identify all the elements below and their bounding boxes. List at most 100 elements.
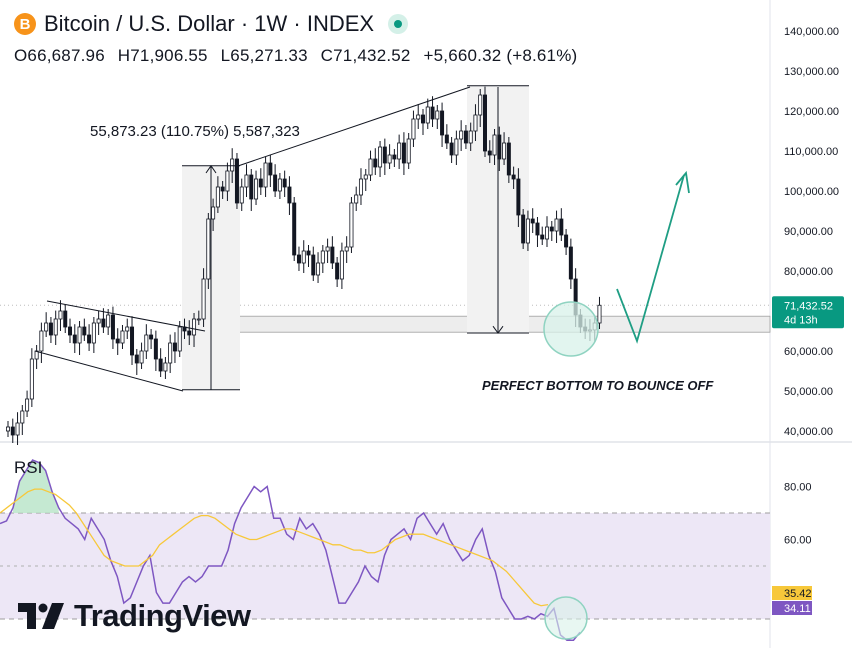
candle-body (525, 218, 530, 244)
candle-body (120, 330, 125, 344)
candle-body (20, 410, 25, 424)
last-price-badge (772, 296, 844, 329)
candle-body (44, 322, 49, 332)
market-status-icon[interactable] (388, 14, 409, 34)
rsi-line (0, 459, 581, 641)
candle-body (382, 146, 387, 164)
descending-channel-top (46, 300, 206, 332)
candle-body (106, 314, 111, 328)
candle-body (397, 142, 402, 160)
candle-body (82, 326, 87, 336)
candle-body (444, 134, 449, 144)
rsi-highlight-circle (544, 596, 588, 640)
bitcoin-icon: B (14, 13, 36, 35)
candle-body (10, 426, 15, 436)
candle-body (430, 106, 435, 120)
ascending-trendline (234, 86, 471, 168)
candle-body (296, 254, 301, 264)
candle-body (535, 222, 540, 236)
price-tick-label: 130,000.00 (784, 66, 839, 78)
candle-body (454, 138, 459, 156)
candle-body (358, 178, 363, 196)
candle-body (463, 130, 468, 144)
countdown-label: 4d 13h (784, 314, 818, 326)
candle-body (58, 310, 63, 320)
candle-body (158, 358, 163, 372)
measure-arrowhead-up (205, 164, 217, 174)
last-price-label: 71,432.52 (784, 300, 833, 312)
candle-body (564, 234, 569, 248)
candle-body (387, 154, 392, 164)
candle-body (39, 330, 44, 352)
candle-body (172, 342, 177, 352)
candle-body (482, 94, 487, 152)
candle-body (230, 158, 235, 172)
ohlc-low: L65,271.33 (220, 46, 308, 65)
price-tick-label: 90,000.00 (784, 226, 833, 238)
price-tick-label: 100,000.00 (784, 186, 839, 198)
rsi-tick-label: 80.00 (784, 482, 812, 494)
candle-body (225, 170, 230, 192)
candle-body (149, 334, 154, 340)
candle-body (406, 138, 411, 164)
rsi-ma-line (0, 488, 549, 607)
candle-body (91, 322, 96, 344)
candle-body (459, 130, 464, 140)
ohlc-open: O66,687.96 (14, 46, 105, 65)
chart-title[interactable]: Bitcoin / U.S. Dollar · 1W · INDEX (44, 11, 375, 36)
ohlc-high: H71,906.55 (117, 46, 208, 65)
candle-body (545, 226, 550, 240)
candle-body (511, 174, 516, 180)
candle-body (292, 202, 297, 256)
candle-body (373, 158, 378, 168)
rsi-pane-label[interactable]: RSI (14, 458, 43, 477)
price-tick-label: 60,000.00 (784, 346, 833, 358)
candle-body (234, 158, 239, 204)
candle-body (192, 318, 197, 336)
rsi-badge-label: 34.11 (784, 603, 811, 615)
candle-body (597, 304, 602, 324)
price-axis: 40,000.0050,000.0060,000.0070,000.0080,0… (772, 26, 844, 438)
price-tick-label: 40,000.00 (784, 426, 833, 438)
chart-title-row: B Bitcoin / U.S. Dollar · 1W · INDEX (14, 11, 409, 37)
candle-body (77, 326, 82, 344)
candle-body (559, 218, 564, 236)
candle-body (392, 154, 397, 160)
rsi-badge (772, 601, 812, 615)
candle-body (416, 114, 421, 120)
candle-body (125, 326, 130, 332)
candle-body (273, 174, 278, 192)
price-tick-label: 120,000.00 (784, 106, 839, 118)
candle-body (468, 130, 473, 144)
candle-body (115, 338, 120, 344)
candle-body (320, 250, 325, 264)
candle-body (63, 310, 68, 328)
candle-body (568, 246, 573, 280)
candle-body (473, 114, 478, 132)
rsi-ma-badge (772, 586, 812, 600)
candle-body (168, 342, 173, 364)
candle-body (354, 194, 359, 204)
candle-body (130, 326, 135, 356)
candle-body (153, 338, 158, 360)
candle-body (68, 326, 73, 336)
candle-body (96, 318, 101, 324)
candle-body (378, 146, 383, 168)
candle-body (435, 110, 440, 120)
candle-body (110, 314, 115, 340)
candle-body (325, 246, 330, 252)
candle-body (363, 174, 368, 180)
candle-body (139, 350, 144, 364)
candle-body (301, 250, 306, 264)
ohlc-close: C71,432.52 (320, 46, 411, 65)
candle-body (87, 334, 92, 344)
candle-body (521, 214, 526, 244)
candle-body (449, 142, 454, 156)
price-tick-label: 110,000.00 (784, 146, 838, 158)
candle-body (492, 134, 497, 156)
rsi-tick-label: 60.00 (784, 535, 812, 547)
candle-body (244, 174, 249, 188)
candle-body (339, 250, 344, 280)
candle-body (254, 178, 259, 200)
